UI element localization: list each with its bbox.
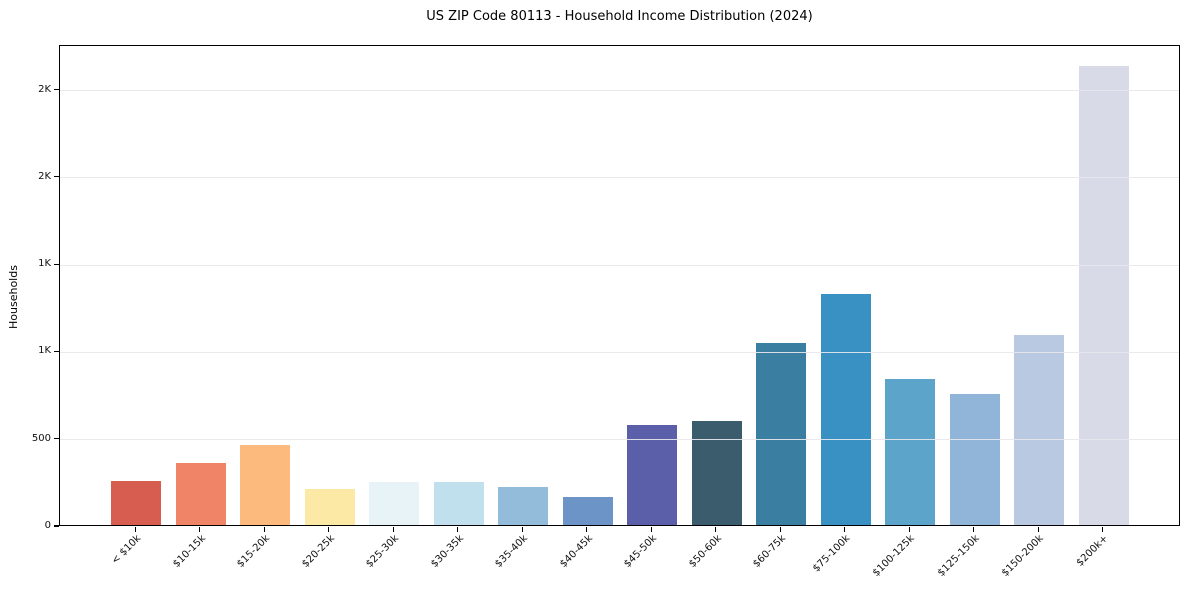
income-bar-12 bbox=[820, 294, 871, 525]
income-bar-14 bbox=[949, 393, 1000, 525]
income-bar-7 bbox=[498, 487, 549, 525]
income-bar-9 bbox=[627, 425, 678, 525]
income-bar-11 bbox=[756, 342, 807, 525]
income-bar-15 bbox=[1014, 334, 1065, 525]
x-axis-tick bbox=[844, 527, 846, 532]
x-tick-label: $75-100k bbox=[811, 533, 853, 575]
income-bar-16 bbox=[1078, 66, 1129, 525]
x-tick-label: $15-20k bbox=[235, 533, 273, 570]
y-tick-label: 0 bbox=[44, 520, 51, 531]
income-bar-2 bbox=[175, 462, 226, 525]
x-axis-tick bbox=[1102, 527, 1104, 532]
x-tick-label: $10-15k bbox=[170, 533, 208, 570]
y-tick-label: 2K bbox=[38, 83, 51, 95]
income-bar-8 bbox=[562, 496, 613, 525]
x-tick-label: $30-35k bbox=[428, 533, 466, 570]
x-axis-tick bbox=[1037, 527, 1039, 532]
income-bar-5 bbox=[369, 481, 420, 525]
y-tick-label: 500 bbox=[31, 432, 51, 444]
y-tick-label: 1K bbox=[38, 258, 51, 270]
x-tick-label: $25-30k bbox=[364, 533, 402, 570]
x-tick-label: $150-200k bbox=[1000, 533, 1047, 579]
y-axis-tick bbox=[54, 88, 59, 91]
y-axis-tick bbox=[54, 350, 59, 352]
income-bar-3 bbox=[240, 444, 291, 525]
income-bar-6 bbox=[433, 481, 484, 525]
gridline bbox=[60, 90, 1179, 92]
x-tick-label: $40-45k bbox=[557, 533, 595, 570]
x-tick-label: $200k+ bbox=[1074, 533, 1111, 569]
x-axis-tick bbox=[457, 527, 459, 532]
y-axis-tick bbox=[54, 438, 59, 440]
gridline bbox=[60, 351, 1179, 353]
x-tick-label: $100-125k bbox=[871, 533, 918, 579]
plot-area bbox=[59, 45, 1180, 526]
gridline bbox=[60, 264, 1179, 266]
y-axis-tick bbox=[54, 176, 59, 178]
y-tick-label: 2K bbox=[38, 170, 51, 182]
y-axis-tick bbox=[54, 525, 59, 527]
x-tick-label: $125-150k bbox=[935, 533, 982, 579]
x-axis-tick bbox=[263, 527, 265, 532]
y-tick-label: 1K bbox=[38, 345, 51, 357]
x-tick-label: $35-40k bbox=[493, 533, 531, 570]
income-bar-4 bbox=[304, 488, 355, 525]
gridline bbox=[60, 177, 1179, 179]
gridline bbox=[60, 439, 1179, 441]
income-bar-1 bbox=[111, 481, 162, 525]
x-axis-tick bbox=[586, 527, 588, 532]
income-bar-13 bbox=[885, 378, 936, 525]
x-axis-tick bbox=[328, 527, 330, 532]
x-axis-tick bbox=[650, 527, 652, 532]
x-axis-tick bbox=[715, 527, 717, 532]
income-bar-10 bbox=[691, 421, 742, 525]
x-axis-tick bbox=[199, 527, 201, 532]
chart-title: US ZIP Code 80113 - Household Income Dis… bbox=[426, 9, 813, 24]
x-tick-label: $50-60k bbox=[686, 533, 724, 570]
x-tick-label: $20-25k bbox=[299, 533, 337, 570]
x-axis-tick bbox=[908, 527, 910, 532]
x-axis-tick bbox=[392, 527, 394, 532]
x-tick-label: $45-50k bbox=[622, 533, 660, 570]
x-tick-label: $60-75k bbox=[751, 533, 789, 570]
x-axis-tick bbox=[521, 527, 523, 532]
x-axis-tick bbox=[779, 527, 781, 532]
x-axis-tick bbox=[973, 527, 975, 532]
y-axis-tick bbox=[54, 263, 59, 265]
x-tick-label: < $10k bbox=[109, 533, 144, 567]
x-axis-tick bbox=[134, 527, 136, 532]
